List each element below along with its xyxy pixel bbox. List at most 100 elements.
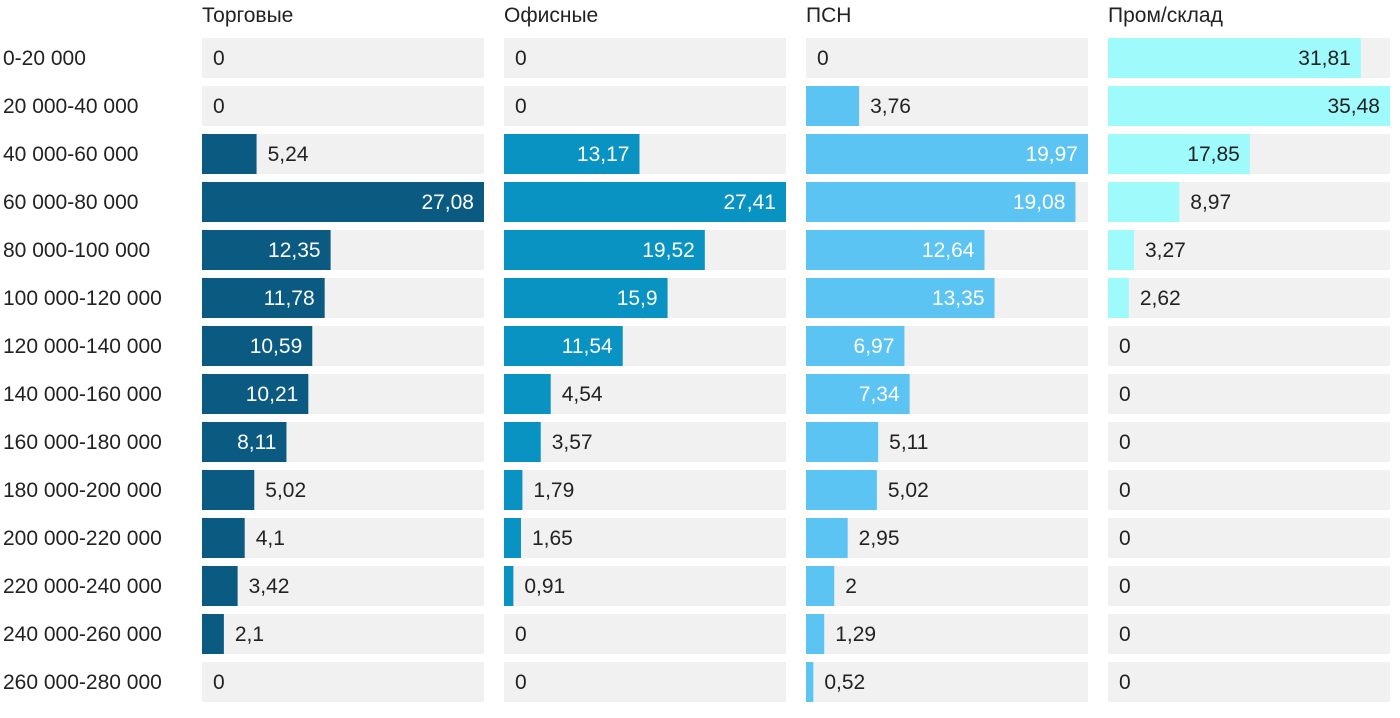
bar [504, 230, 705, 270]
category-label: 0-20 000 [3, 47, 86, 70]
category-label: 220 000-240 000 [3, 575, 162, 598]
data-label: 3,42 [249, 575, 290, 598]
data-label: 0 [1119, 527, 1131, 550]
bar [504, 182, 786, 222]
bar [806, 470, 877, 510]
data-label: 0 [515, 47, 527, 70]
panel-title: Офисные [504, 4, 598, 27]
data-label: 13,17 [577, 143, 630, 166]
data-label: 0 [1119, 479, 1131, 502]
category-label: 200 000-220 000 [3, 527, 162, 550]
data-label: 4,54 [562, 383, 603, 406]
bar [1108, 182, 1180, 222]
bar-track [1108, 326, 1390, 366]
bar [806, 662, 814, 702]
category-label: 140 000-160 000 [3, 383, 162, 406]
bar-track [1108, 566, 1390, 606]
bar-track [1108, 518, 1390, 558]
category-label: 60 000-80 000 [3, 191, 138, 214]
bar [806, 566, 835, 606]
bar-track [504, 662, 786, 702]
bar [504, 566, 514, 606]
data-label: 17,85 [1187, 143, 1240, 166]
data-label: 1,79 [533, 479, 574, 502]
category-label: 120 000-140 000 [3, 335, 162, 358]
category-label: 80 000-100 000 [3, 239, 150, 262]
data-label: 2,1 [235, 623, 264, 646]
data-label: 5,02 [888, 479, 929, 502]
data-label: 5,11 [889, 431, 928, 454]
data-label: 8,11 [237, 431, 276, 454]
bar [504, 374, 551, 414]
data-label: 13,35 [932, 287, 985, 310]
data-label: 0,52 [824, 671, 865, 694]
data-label: 0 [515, 623, 527, 646]
data-label: 3,57 [552, 431, 593, 454]
panel-title: Пром/склад [1108, 4, 1223, 27]
bar-track [504, 470, 786, 510]
bar-track [504, 374, 786, 414]
data-label: 0 [213, 671, 225, 694]
data-label: 2 [845, 575, 857, 598]
data-label: 8,97 [1190, 191, 1231, 214]
data-label: 10,21 [246, 383, 299, 406]
bar [504, 134, 640, 174]
data-label: 2,62 [1140, 287, 1181, 310]
data-label: 0 [515, 95, 527, 118]
bar-track [504, 614, 786, 654]
bar [806, 422, 879, 462]
data-label: 12,35 [268, 239, 321, 262]
bar-track [806, 38, 1088, 78]
bar-track [1108, 278, 1390, 318]
data-label: 2,95 [859, 527, 900, 550]
data-label: 5,02 [265, 479, 306, 502]
bar [202, 614, 224, 654]
panel-title: Торговые [202, 4, 293, 27]
bar-track [806, 662, 1088, 702]
bar [504, 470, 523, 510]
category-label: 160 000-180 000 [3, 431, 162, 454]
bar [202, 470, 255, 510]
category-label: 240 000-260 000 [3, 623, 162, 646]
bar [1108, 134, 1250, 174]
bar [806, 326, 905, 366]
data-label: 0 [817, 47, 829, 70]
data-label: 27,08 [421, 191, 474, 214]
bar [806, 182, 1076, 222]
data-label: 0 [213, 95, 225, 118]
bar [504, 278, 668, 318]
bar-track [1108, 470, 1390, 510]
bar [504, 422, 541, 462]
bar-track [504, 422, 786, 462]
data-label: 7,34 [859, 383, 900, 406]
bar [806, 230, 985, 270]
data-label: 0 [1119, 575, 1131, 598]
bar [202, 134, 257, 174]
data-label: 0 [515, 671, 527, 694]
data-label: 0,91 [524, 575, 565, 598]
bar-track [1108, 662, 1390, 702]
data-label: 0 [213, 47, 225, 70]
bar [1108, 38, 1361, 78]
data-label: 12,64 [922, 239, 975, 262]
data-label: 10,59 [250, 335, 303, 358]
bar-track [1108, 230, 1390, 270]
data-label: 4,1 [256, 527, 285, 550]
data-label: 19,52 [642, 239, 695, 262]
data-label: 15,9 [617, 287, 658, 310]
bar [202, 518, 245, 558]
bar-track [202, 518, 484, 558]
data-label: 31,81 [1298, 47, 1351, 70]
data-label: 11,78 [264, 287, 315, 310]
data-label: 0 [1119, 383, 1131, 406]
data-label: 5,24 [268, 143, 309, 166]
bar-track [1108, 374, 1390, 414]
bar [202, 278, 325, 318]
bar [202, 374, 309, 414]
data-label: 19,97 [1025, 143, 1078, 166]
panel-title: ПСН [806, 4, 851, 27]
bar [1108, 278, 1129, 318]
bar-track [202, 566, 484, 606]
bar-track [1108, 422, 1390, 462]
